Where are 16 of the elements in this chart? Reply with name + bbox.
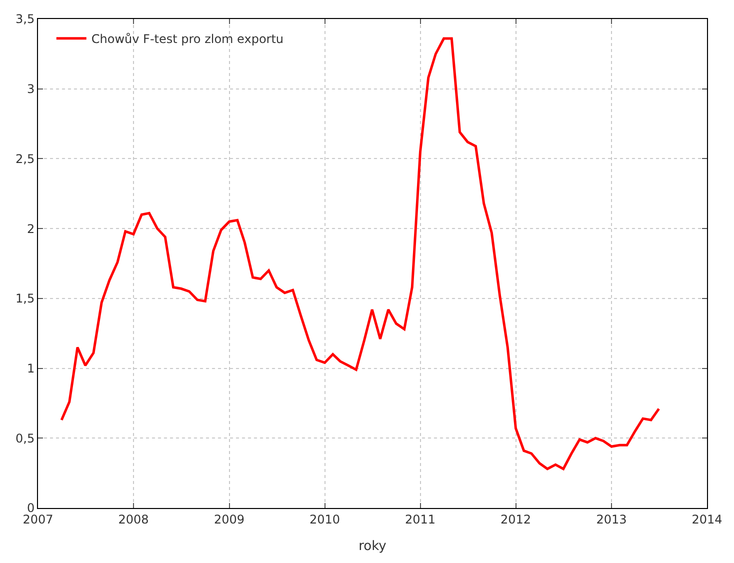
y-tick-label: 2	[26, 222, 35, 236]
y-tick-label: 1,5	[16, 292, 35, 306]
y-tick-label: 3	[26, 82, 35, 96]
y-tick-label: 2,5	[16, 152, 35, 166]
x-axis-title: roky	[358, 539, 387, 554]
x-tick-label: 2011	[404, 512, 436, 526]
x-tick-label: 2012	[500, 512, 532, 526]
legend-label: Chowův F-test pro zlom exportu	[91, 32, 284, 46]
x-tick-label: 2009	[214, 512, 245, 526]
y-tick-label: 3,5	[16, 12, 35, 26]
x-tick-label: 2008	[118, 512, 149, 526]
x-tick-label: 2014	[692, 512, 722, 526]
y-tick-label: 0,5	[16, 431, 35, 446]
x-tick-label: 2010	[309, 512, 340, 526]
x-tick-label: 2013	[596, 512, 627, 526]
y-tick-label: 1	[26, 361, 35, 376]
